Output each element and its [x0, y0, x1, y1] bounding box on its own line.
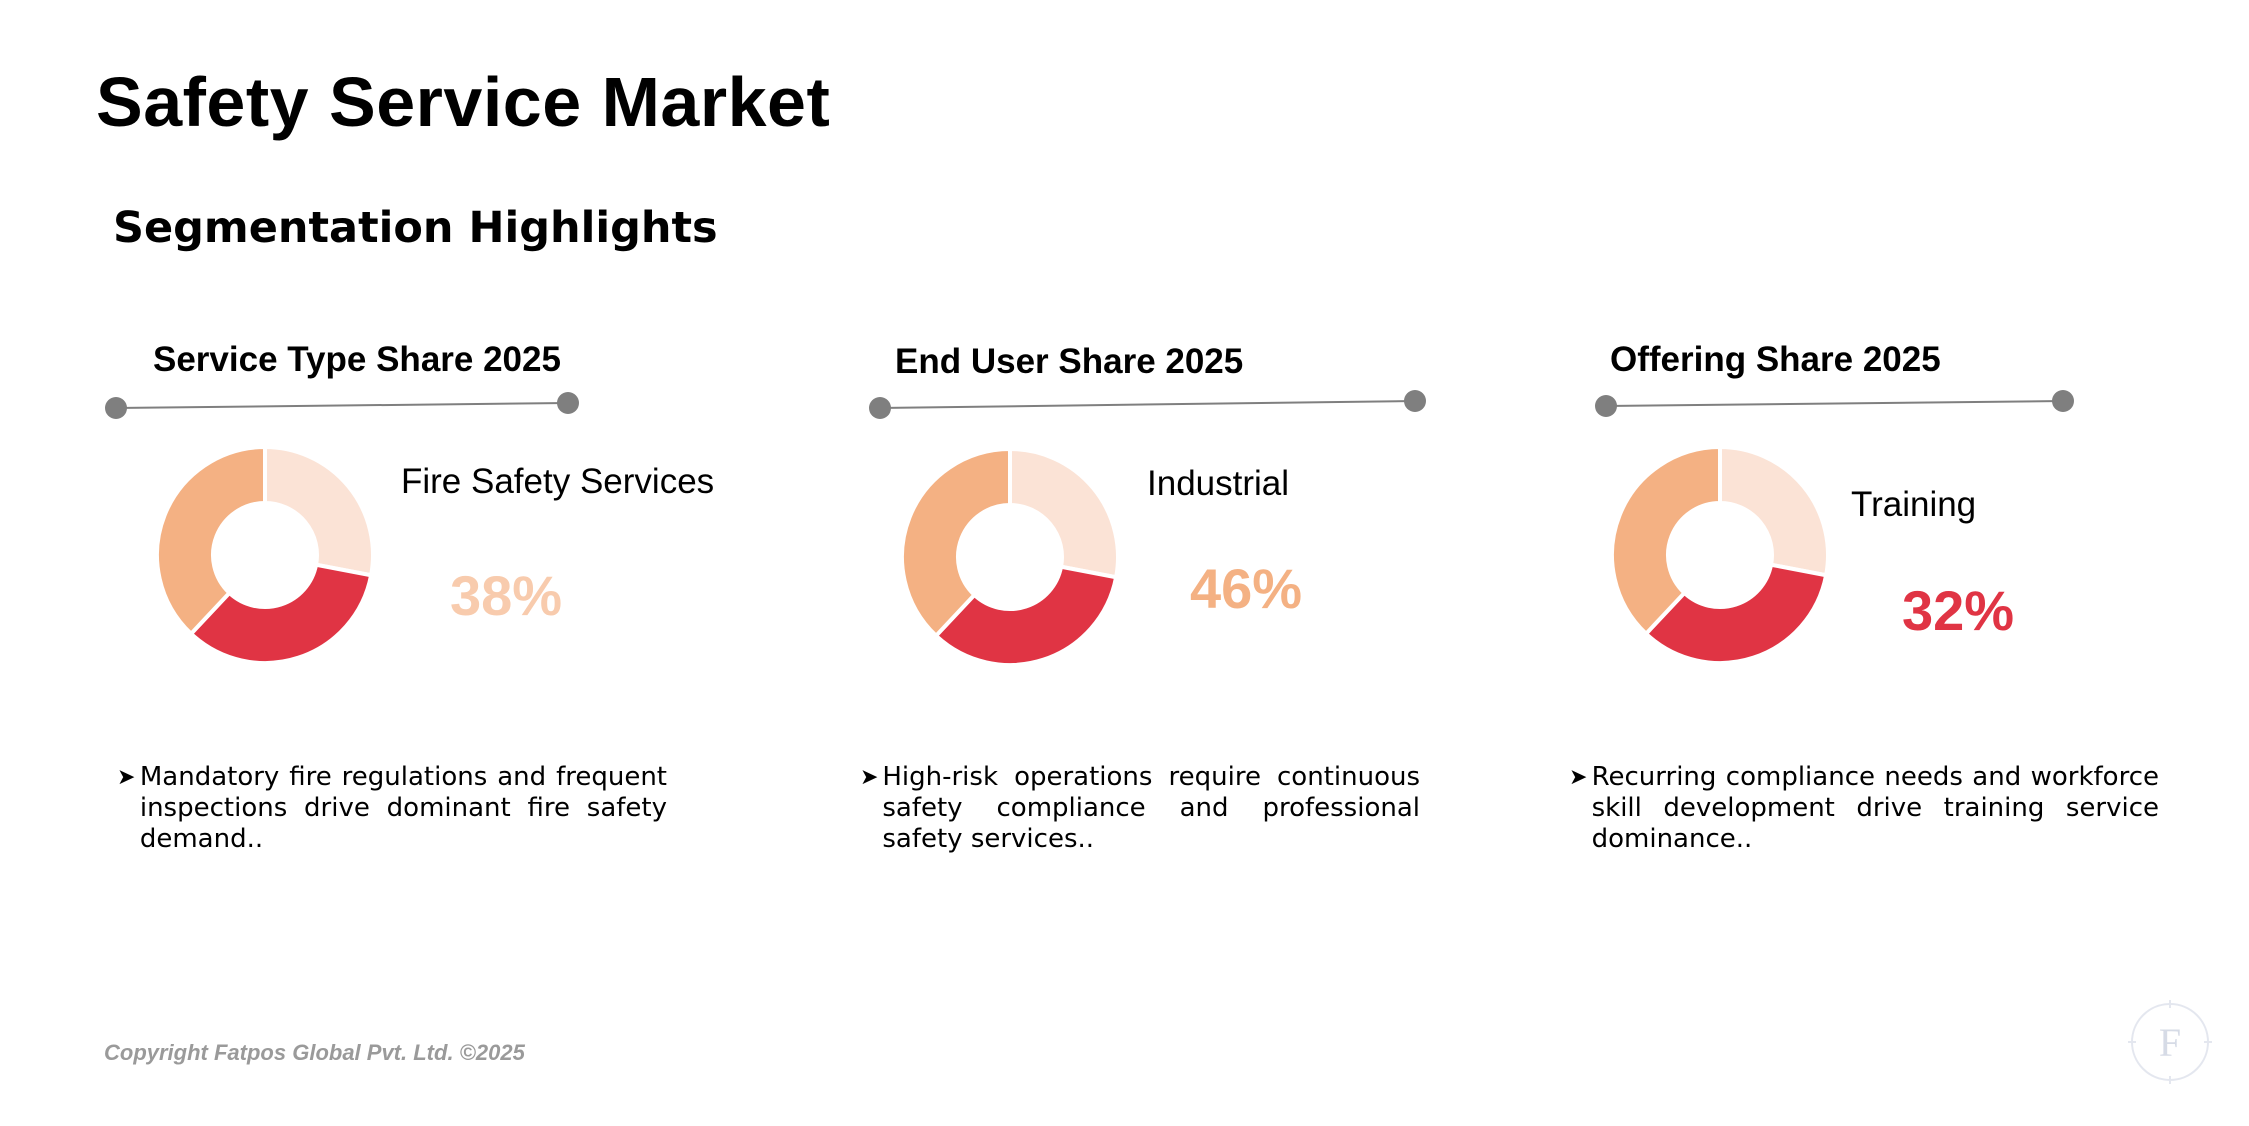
arrow-bullet-icon: ➤ [117, 765, 136, 790]
highlight-percentage: 46% [1190, 557, 1303, 620]
chart-title: End User Share 2025 [895, 342, 1244, 381]
chart-title: Offering Share 2025 [1610, 340, 1941, 379]
donut-chart [900, 447, 1120, 667]
arrow-bullet-icon: ➤ [860, 765, 879, 790]
donut-slice-1 [1643, 562, 1829, 665]
donut-chart [1610, 445, 1830, 665]
insight-bullet: ➤ Recurring compliance needs and workfor… [1569, 762, 2159, 855]
arrow-bullet-icon: ➤ [1569, 765, 1588, 790]
highlight-segment-label: Fire Safety Services [401, 462, 715, 501]
donut-slice-2 [155, 445, 267, 637]
insight-text: Recurring compliance needs and workforce… [1591, 762, 2159, 854]
title-underline [105, 392, 579, 419]
donut-chart [155, 445, 375, 665]
donut-slice-1 [188, 562, 374, 665]
insight-text: Mandatory fire regulations and frequent … [139, 762, 667, 854]
donut-slice-0 [263, 445, 375, 578]
highlight-segment-label: Training [1851, 485, 1977, 524]
donut-slice-2 [1610, 445, 1722, 637]
title-underline [1595, 390, 2074, 417]
donut-slice-2 [900, 447, 1012, 639]
title-underline [869, 390, 1426, 419]
chart-title: Service Type Share 2025 [153, 340, 561, 379]
insight-bullet: ➤ Mandatory fire regulations and frequen… [117, 762, 667, 855]
page-title: Safety Service Market [96, 63, 831, 141]
donut-slice-0 [1008, 447, 1120, 580]
donut-slice-1 [933, 564, 1119, 667]
chart-panel-offering: Offering Share 2025 Training 32% ➤ Recur… [1569, 330, 2249, 890]
highlight-segment-label: Industrial [1147, 464, 1290, 503]
chart-panel-service-type: Service Type Share 2025 Fire Safety Serv… [105, 330, 805, 890]
highlight-percentage: 32% [1902, 579, 2015, 642]
section-subtitle: Segmentation Highlights [113, 203, 718, 253]
insight-text: High-risk operations require continuous … [882, 762, 1420, 854]
chart-panel-end-user: End User Share 2025 Industrial 46% ➤ Hig… [860, 330, 1560, 890]
fatpos-logo-icon: F [2128, 1000, 2212, 1084]
svg-text:F: F [2159, 1020, 2181, 1065]
highlight-percentage: 38% [450, 564, 563, 627]
insight-bullet: ➤ High-risk operations require continuou… [860, 762, 1420, 855]
donut-slice-0 [1718, 445, 1830, 578]
copyright-text: Copyright Fatpos Global Pvt. Ltd. ©2025 [104, 1040, 525, 1065]
